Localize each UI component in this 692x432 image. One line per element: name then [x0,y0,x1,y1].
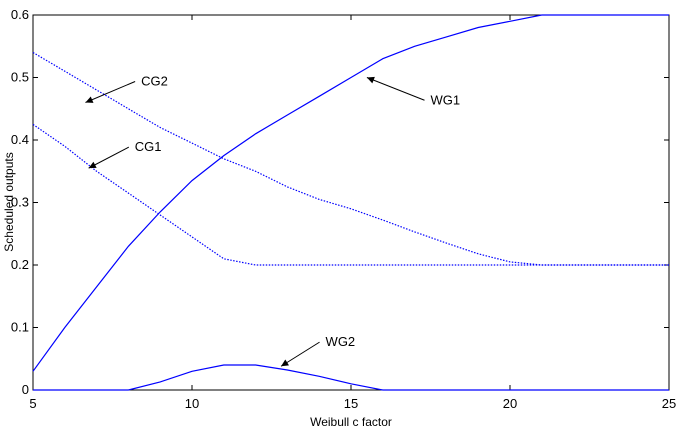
y-tick-label: 0.1 [11,320,29,335]
y-tick-label: 0.6 [11,7,29,22]
x-tick-label: 10 [185,396,199,411]
annotation-arrow [366,77,425,101]
x-axis-label: Weibull c factor [310,415,392,429]
annotation-arrowhead [281,359,289,367]
x-tick-label: 15 [344,396,358,411]
y-tick-label: 0.2 [11,257,29,272]
y-tick-label: 0 [22,382,29,397]
y-tick-label: 0.5 [11,70,29,85]
annotation-label-wg2: WG2 [326,334,356,349]
annotation-arrow [88,146,129,169]
series-line-wg2 [33,364,669,391]
annotation-arrowhead [88,161,97,169]
y-tick-label: 0.3 [11,195,29,210]
series-lines [32,14,669,391]
annotation-arrow [280,341,320,367]
x-tick-label: 5 [29,396,36,411]
series-line-cg2 [32,51,669,266]
x-tick-label: 25 [662,396,676,411]
y-tick-label: 0.4 [11,132,29,147]
annotation-arrowhead [85,96,94,103]
series-line-wg1 [32,14,669,372]
annotation-label-wg1: WG1 [431,92,461,107]
annotation-label-cg2: CG2 [141,74,168,89]
annotations: CG2 CG1 WG1 WG2 [85,74,460,367]
y-axis-label: Scheduled outputs [2,152,16,251]
annotation-arrow [85,81,136,103]
annotation-label-cg1: CG1 [135,139,162,154]
x-tick-label: 20 [503,396,517,411]
annotation-arrowhead [366,76,375,84]
